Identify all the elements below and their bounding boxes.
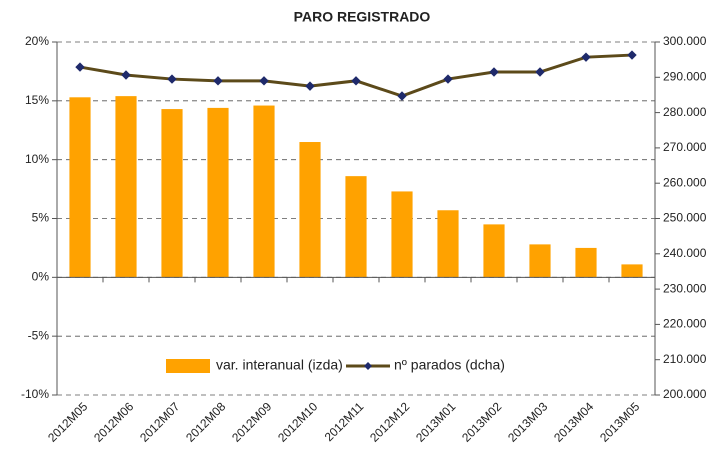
y2-tick-label: 300.000: [663, 34, 707, 48]
y2-tick-label: 220.000: [663, 317, 707, 331]
x-tick-label: 2012M05: [45, 399, 91, 445]
y2-tick-label: 290.000: [663, 69, 707, 83]
bar: [69, 97, 91, 278]
y-tick-label: -10%: [21, 387, 49, 401]
bar: [483, 224, 505, 278]
line: [79, 53, 633, 98]
bar: [207, 107, 229, 278]
bar: [299, 142, 321, 278]
marker: [581, 52, 591, 62]
y-tick-label: 15%: [25, 93, 49, 107]
marker: [259, 76, 269, 86]
marker: [489, 67, 499, 77]
marker: [213, 76, 223, 86]
bar: [437, 210, 459, 278]
marker: [351, 76, 361, 86]
legend-label: nº parados (dcha): [394, 357, 505, 373]
y2-tick-label: 280.000: [663, 105, 707, 119]
y-tick-label: 20%: [25, 34, 49, 48]
legend-marker: [364, 362, 372, 370]
y2-tick-label: 230.000: [663, 281, 707, 295]
legend-swatch: [166, 359, 210, 373]
x-tick-label: 2012M12: [367, 399, 413, 445]
x-tick-label: 2013M04: [551, 399, 597, 445]
bar: [529, 244, 551, 278]
marker: [75, 62, 85, 72]
legend-label: var. interanual (izda): [216, 357, 343, 373]
marker: [397, 91, 407, 101]
y-tick-label: -5%: [28, 328, 50, 342]
marker: [305, 81, 315, 91]
x-tick-label: 2012M11: [322, 399, 367, 444]
chart-title: PARO REGISTRADO: [294, 9, 431, 25]
y2-tick-label: 270.000: [663, 140, 707, 154]
bar: [621, 264, 643, 278]
bar: [345, 176, 367, 278]
y2-tick-label: 250.000: [663, 211, 707, 225]
y2-tick-label: 260.000: [663, 175, 707, 189]
marker: [443, 74, 453, 84]
x-tick-label: 2012M08: [183, 399, 229, 445]
y-tick-label: 5%: [32, 211, 50, 225]
y2-tick-label: 210.000: [663, 352, 707, 366]
x-tick-label: 2012M09: [229, 399, 275, 445]
bar: [253, 105, 275, 278]
bar: [161, 109, 183, 278]
marker: [167, 74, 177, 84]
x-tick-label: 2013M03: [505, 399, 551, 445]
x-tick-label: 2013M05: [597, 399, 643, 445]
marker: [535, 67, 545, 77]
bar: [115, 96, 137, 278]
y-tick-label: 0%: [32, 270, 50, 284]
y2-tick-label: 200.000: [663, 387, 707, 401]
marker: [627, 50, 637, 60]
bar: [575, 247, 597, 278]
bar: [391, 191, 413, 278]
x-tick-label: 2013M01: [413, 399, 459, 445]
x-tick-label: 2013M02: [459, 399, 505, 445]
marker: [121, 70, 131, 80]
x-tick-label: 2012M10: [275, 399, 321, 445]
y-tick-label: 10%: [25, 152, 49, 166]
x-tick-label: 2012M06: [91, 399, 137, 445]
y2-tick-label: 240.000: [663, 246, 707, 260]
x-tick-label: 2012M07: [137, 399, 183, 445]
